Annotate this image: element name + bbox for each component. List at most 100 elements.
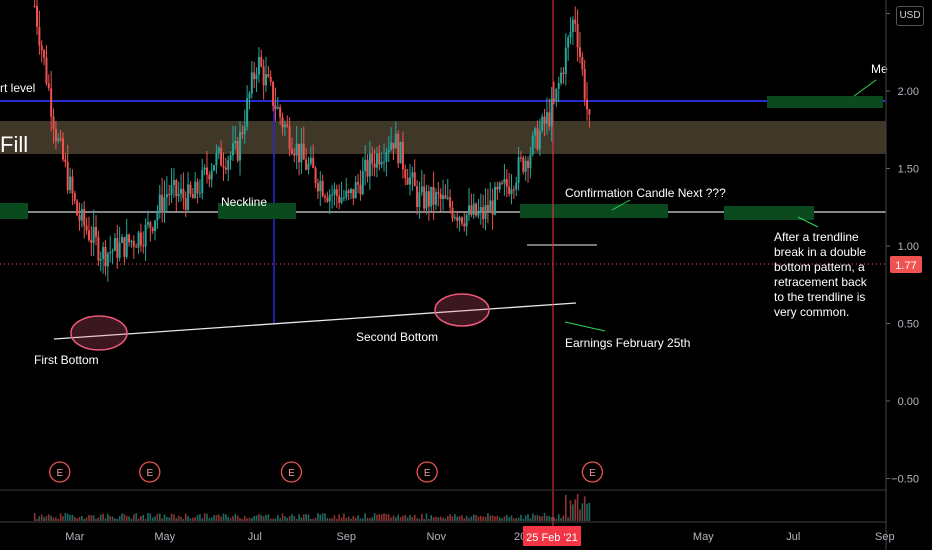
volume-bar bbox=[109, 516, 111, 521]
volume-bar bbox=[383, 513, 385, 521]
gap-fill-label: Fill bbox=[0, 132, 28, 157]
earnings-marker-icon[interactable] bbox=[280, 461, 303, 483]
candle-body bbox=[158, 194, 161, 213]
candle-body bbox=[392, 142, 395, 149]
candle-body bbox=[548, 112, 551, 127]
volume-bar bbox=[364, 513, 366, 521]
volume-bar bbox=[149, 513, 152, 521]
candle-body bbox=[177, 193, 180, 197]
candle-body bbox=[47, 83, 50, 89]
volume-bar bbox=[527, 514, 529, 521]
candle-body bbox=[229, 155, 232, 161]
volume-bar bbox=[572, 504, 574, 521]
top-right-target-box bbox=[767, 96, 883, 108]
earnings-marker-icon[interactable] bbox=[49, 461, 71, 483]
volume-bar bbox=[524, 515, 527, 521]
earnings-label: Earnings February 25th bbox=[565, 336, 690, 350]
earnings-marker-icon[interactable] bbox=[581, 461, 604, 483]
candle-body bbox=[493, 186, 496, 215]
candle-body bbox=[104, 246, 107, 267]
candle-body bbox=[550, 98, 553, 127]
trendline[interactable] bbox=[53, 302, 577, 340]
candle-body bbox=[198, 193, 201, 195]
candle-body bbox=[383, 161, 386, 163]
volume-bar bbox=[428, 518, 430, 521]
candle-body bbox=[498, 182, 501, 190]
time-axis[interactable]: MarMayJulSepNov2021MayJulSep bbox=[65, 531, 894, 543]
volume-bar bbox=[529, 518, 532, 521]
candle-body bbox=[130, 240, 133, 243]
currency-button[interactable]: USD bbox=[896, 6, 924, 26]
volume-bar bbox=[76, 518, 78, 521]
volume-bar bbox=[43, 517, 45, 521]
candle-body bbox=[468, 205, 471, 215]
candle-body bbox=[248, 93, 251, 99]
candle-body bbox=[194, 181, 197, 199]
volume-bar bbox=[449, 514, 451, 521]
candle-body bbox=[118, 242, 121, 258]
earnings-marker-icon[interactable] bbox=[416, 461, 438, 483]
volume-bar bbox=[286, 517, 289, 521]
candle-body bbox=[191, 193, 194, 199]
volume-bar bbox=[170, 513, 173, 521]
volume-bar bbox=[498, 517, 501, 521]
candle-body bbox=[397, 133, 400, 164]
earnings-marker-icon[interactable] bbox=[139, 461, 161, 483]
price-tick-label: 2.00 bbox=[898, 86, 919, 98]
volume-bar bbox=[416, 518, 418, 521]
volume-bar bbox=[104, 518, 107, 521]
volume-bar bbox=[395, 517, 397, 521]
candle-body bbox=[349, 188, 352, 194]
price-axis[interactable]: 4.504.003.503.002.502.001.501.000.500.00… bbox=[886, 0, 919, 550]
earnings-arrow bbox=[564, 321, 606, 332]
candle-body bbox=[489, 200, 492, 213]
volume-bar bbox=[357, 515, 359, 521]
volume-bar bbox=[295, 518, 298, 521]
resistance-label: rt level bbox=[0, 81, 35, 95]
volume-bar bbox=[456, 516, 459, 521]
volume-bar bbox=[194, 517, 196, 521]
candle-body bbox=[290, 149, 293, 154]
volume-bar bbox=[550, 517, 553, 521]
candle-body bbox=[477, 211, 480, 216]
volume-bar bbox=[468, 518, 470, 521]
time-tick-label: Jul bbox=[786, 531, 800, 543]
volume-bar bbox=[482, 516, 484, 521]
volume-bar bbox=[272, 518, 274, 521]
candle-body bbox=[265, 74, 267, 86]
volume-bar bbox=[465, 515, 468, 521]
volume-bar bbox=[199, 514, 201, 521]
candle-body bbox=[99, 258, 102, 261]
volume-bar bbox=[50, 515, 52, 521]
volume-bar bbox=[475, 515, 477, 521]
candle-body bbox=[553, 98, 555, 102]
pattern-note: After a trendline break in a double bott… bbox=[774, 230, 868, 319]
volume-bar bbox=[472, 514, 475, 521]
volume-bar bbox=[338, 514, 340, 521]
candle-body bbox=[283, 124, 286, 128]
volume-bar bbox=[331, 518, 333, 521]
volume-bar bbox=[298, 514, 300, 521]
volume-bar bbox=[182, 518, 185, 521]
candle-body bbox=[545, 112, 548, 124]
candle-body bbox=[569, 31, 572, 38]
volume-bar bbox=[222, 513, 225, 521]
candle-body bbox=[484, 205, 487, 220]
volume-bar bbox=[432, 517, 435, 521]
candle-body bbox=[50, 88, 53, 117]
volume-bar bbox=[328, 518, 331, 521]
volume-bar bbox=[517, 517, 520, 521]
candle-body bbox=[180, 188, 183, 194]
candle-body bbox=[92, 227, 95, 243]
candle-body bbox=[529, 154, 532, 169]
volume-bar bbox=[241, 518, 244, 521]
candle-body bbox=[208, 174, 211, 180]
candle-body bbox=[144, 224, 147, 247]
candle-body bbox=[326, 197, 329, 202]
volume-bar bbox=[66, 513, 69, 521]
candle-body bbox=[43, 50, 46, 58]
candle-body bbox=[564, 47, 567, 75]
volume-bar bbox=[111, 516, 114, 521]
candle-body bbox=[519, 157, 522, 159]
